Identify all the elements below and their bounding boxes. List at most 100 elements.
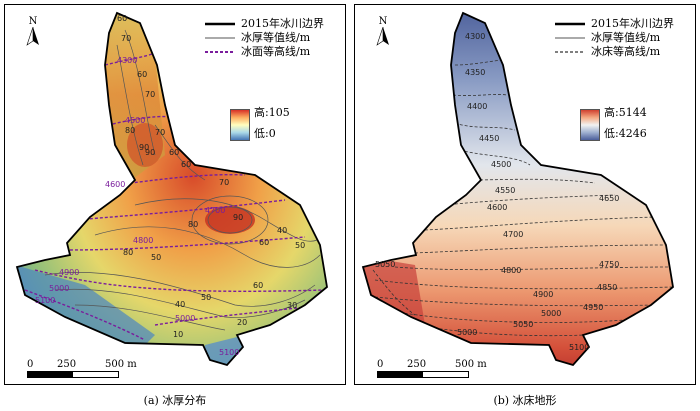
bed-topography-map: 4300 4350 4400 4450 4500 4550 4600 4650 …	[362, 12, 674, 366]
thickness-label: 40	[277, 226, 287, 235]
legend-label: 2015年冰川边界	[241, 17, 324, 30]
thickness-label: 70	[155, 128, 165, 137]
legend-item-boundary: 2015年冰川边界	[205, 17, 324, 31]
thickness-label: 50	[295, 241, 305, 250]
legend-label: 冰厚等值线/m	[591, 31, 661, 44]
thickness-label: 40	[175, 300, 185, 309]
scale-tick: 500 m	[455, 359, 487, 370]
thickness-label: 70	[145, 90, 155, 99]
bed-contour-label: 5000	[457, 328, 477, 337]
scale-tick: 250	[57, 359, 77, 370]
scale-tick: 0	[27, 359, 34, 370]
legend-label: 冰厚等值线/m	[241, 31, 311, 44]
bed-contour-label: 4350	[465, 68, 485, 77]
scale-tick: 250	[407, 359, 427, 370]
scale-bar-graphic	[27, 371, 119, 378]
north-arrow: N	[375, 17, 391, 51]
legend-label: 2015年冰川边界	[591, 17, 674, 30]
legend-item-thickness: 冰厚等值线/m	[205, 31, 324, 45]
panel-ice-thickness: 60 70 80 90 70 60 90 80 60 50 40 30 20 1…	[4, 4, 346, 385]
panel-bed-topography: 4300 4350 4400 4450 4500 4550 4600 4650 …	[354, 4, 696, 385]
thickness-label: 80	[125, 126, 135, 135]
scale-bar: 0 250 500 m	[377, 359, 517, 378]
boundary-line-icon	[205, 22, 235, 26]
bed-contour-label: 4500	[491, 160, 511, 169]
ice-thickness-map: 60 70 80 90 70 60 90 80 60 50 40 30 20 1…	[16, 12, 328, 366]
colorbar: 高:5144 低:4246	[580, 107, 647, 141]
bed-contour-label: 4900	[533, 290, 553, 299]
surface-contour-label: 4500	[125, 116, 145, 125]
surface-contour-label: 4700	[205, 206, 225, 215]
colorbar-gradient	[580, 109, 600, 141]
surface-contour-label: 5100	[219, 348, 239, 357]
scale-tick: 0	[377, 359, 384, 370]
dashed-line-icon	[555, 51, 585, 53]
legend-label: 冰面等高线/m	[241, 45, 311, 58]
bed-contour-label: 4950	[583, 303, 603, 312]
thickness-label: 60	[117, 14, 127, 23]
thickness-label: 60	[137, 70, 147, 79]
thickness-label: 60	[181, 160, 191, 169]
thickness-label: 10	[173, 330, 183, 339]
bed-contour-label: 5000	[541, 309, 561, 318]
surface-contour-label: 4600	[105, 180, 125, 189]
bed-contour-label: 4700	[503, 230, 523, 239]
thickness-label: 60	[253, 281, 263, 290]
bed-contour-label: 5050	[513, 320, 533, 329]
bed-contour-label: 4650	[599, 194, 619, 203]
colorbar-high-label: 高:105	[254, 106, 290, 119]
thickness-label: 60	[259, 238, 269, 247]
scale-tick: 500 m	[105, 359, 137, 370]
surface-contour-label: 5000	[175, 314, 195, 323]
dashed-line-icon	[205, 51, 235, 53]
surface-contour-label: 5100	[35, 296, 55, 305]
bed-contour-label: 4550	[495, 186, 515, 195]
thickness-label: 80	[188, 220, 198, 229]
thickness-label: 60	[169, 148, 179, 157]
colorbar: 高:105 低:0	[230, 106, 290, 141]
thickness-label: 90	[145, 148, 155, 157]
legend-label: 冰床等高线/m	[591, 45, 661, 58]
bed-contour-label: 5050	[375, 260, 395, 269]
legend-item-bed: 冰床等高线/m	[555, 45, 674, 59]
thickness-label: 50	[201, 293, 211, 302]
legend-item-surface: 冰面等高线/m	[205, 45, 324, 59]
bed-contour-label: 4850	[597, 283, 617, 292]
surface-contour-label: 4800	[133, 236, 153, 245]
bed-contour-label: 4600	[487, 203, 507, 212]
thickness-label: 70	[219, 178, 229, 187]
north-label: N	[28, 16, 38, 27]
legend-item-thickness: 冰厚等值线/m	[555, 31, 674, 45]
thin-line-icon	[205, 37, 235, 39]
thickness-label: 80	[123, 248, 133, 257]
north-label: N	[378, 16, 388, 27]
colorbar-gradient	[230, 109, 250, 141]
scale-bar-graphic	[377, 371, 469, 378]
bed-contour-label: 4400	[467, 102, 487, 111]
bed-contour-label: 4300	[465, 32, 485, 41]
thin-line-icon	[555, 37, 585, 39]
bed-contour-label: 4800	[501, 266, 521, 275]
caption-b: (b) 冰床地形	[493, 394, 557, 407]
legend: 2015年冰川边界 冰厚等值线/m 冰面等高线/m	[205, 17, 324, 59]
legend-item-boundary: 2015年冰川边界	[555, 17, 674, 31]
thickness-label: 90	[233, 213, 243, 222]
thickness-label: 50	[151, 253, 161, 262]
caption-a: (a) 冰厚分布	[143, 394, 207, 407]
bed-contour-label: 4450	[479, 134, 499, 143]
surface-contour-label: 5000	[49, 284, 69, 293]
legend: 2015年冰川边界 冰厚等值线/m 冰床等高线/m	[555, 17, 674, 59]
surface-contour-label: 4300	[117, 56, 137, 65]
north-arrow-icon	[376, 26, 389, 46]
north-arrow: N	[25, 17, 41, 51]
bed-contour-label: 5100	[569, 343, 589, 352]
thickness-label: 90	[139, 143, 149, 152]
thickness-label: 20	[237, 318, 247, 327]
surface-contour-label: 4900	[59, 268, 79, 277]
thickness-label: 70	[121, 34, 131, 43]
colorbar-low-label: 低:4246	[604, 127, 647, 140]
scale-bar: 0 250 500 m	[27, 359, 167, 378]
colorbar-low-label: 低:0	[254, 127, 276, 140]
bed-contour-label: 4750	[599, 260, 619, 269]
boundary-line-icon	[555, 22, 585, 26]
